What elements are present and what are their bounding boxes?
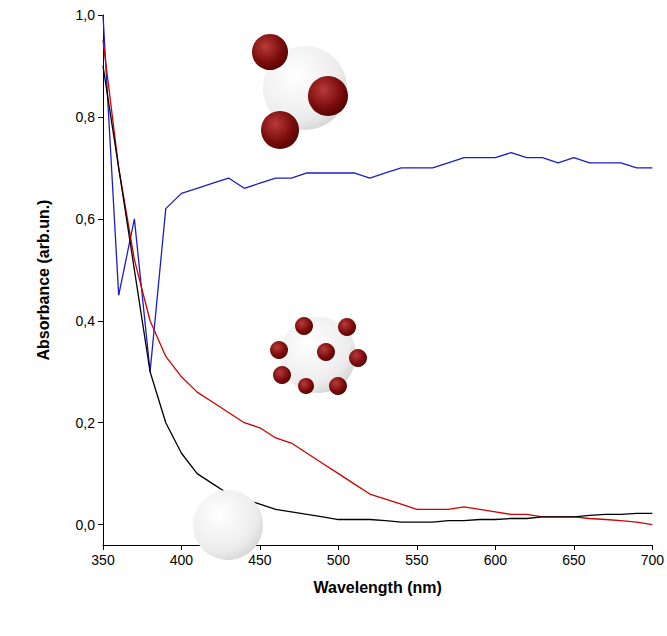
svg-text:Wavelength (nm): Wavelength (nm): [314, 579, 442, 596]
svg-text:Absorbance (arb.un.): Absorbance (arb.un.): [35, 200, 52, 361]
svg-text:700: 700: [641, 552, 665, 568]
svg-text:500: 500: [327, 552, 351, 568]
svg-text:0,8: 0,8: [76, 109, 96, 125]
svg-text:400: 400: [170, 552, 194, 568]
svg-text:0,2: 0,2: [76, 415, 96, 431]
svg-text:550: 550: [405, 552, 429, 568]
svg-text:650: 650: [562, 552, 586, 568]
svg-text:0,0: 0,0: [76, 517, 96, 533]
svg-text:0,6: 0,6: [76, 211, 96, 227]
svg-text:450: 450: [248, 552, 272, 568]
svg-text:600: 600: [484, 552, 508, 568]
svg-text:0,4: 0,4: [76, 313, 96, 329]
svg-text:1,0: 1,0: [76, 7, 96, 23]
svg-text:350: 350: [91, 552, 115, 568]
